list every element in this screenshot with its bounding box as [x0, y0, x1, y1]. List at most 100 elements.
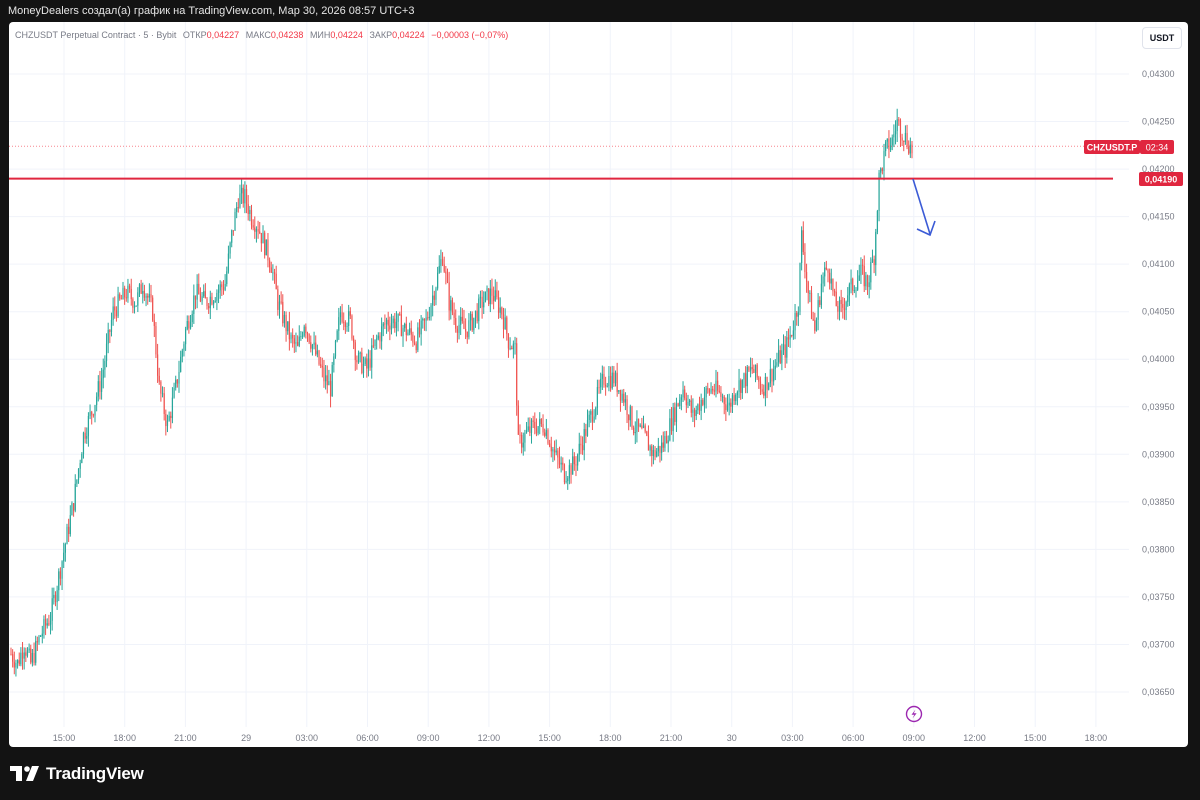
candle [771, 368, 773, 393]
candle [484, 291, 486, 303]
candle [242, 184, 244, 208]
candle [766, 376, 768, 399]
candle [234, 208, 236, 231]
candle [239, 184, 241, 209]
candle [873, 255, 875, 274]
tradingview-logo[interactable]: TradingView [10, 764, 144, 784]
candle [357, 350, 360, 364]
candle [629, 404, 631, 427]
candle [567, 475, 569, 490]
candle [534, 412, 536, 435]
candle [112, 297, 114, 326]
candle [646, 430, 648, 437]
candle [476, 303, 478, 324]
candle [595, 406, 597, 420]
candle [896, 108, 898, 142]
candle [875, 228, 877, 276]
lightning-alert-icon[interactable] [905, 705, 923, 723]
candle [21, 641, 24, 670]
candle [227, 245, 230, 274]
candle [87, 412, 90, 447]
level-price-tag[interactable]: 0,04190 [1139, 172, 1183, 186]
candle [690, 395, 692, 418]
candle [697, 403, 699, 415]
candle [465, 318, 467, 340]
candle [259, 221, 261, 235]
time-tick-label: 06:00 [356, 733, 379, 743]
symbol-description[interactable]: CHZUSDT Perpetual Contract · 5 · Bybit [15, 30, 177, 40]
chart-panel[interactable]: 0,04300 0,04250 0,04200 0,04150 0,04100 0,040… [9, 22, 1188, 747]
symbol-price-tag[interactable]: CHZUSDT.P 02:34 [1084, 140, 1174, 154]
candle [432, 285, 434, 317]
candle [773, 360, 775, 386]
candle [311, 343, 314, 356]
candle [637, 418, 640, 432]
candle [611, 365, 613, 390]
candle [315, 335, 317, 357]
candle [186, 315, 188, 331]
high-value: 0,04238 [270, 30, 304, 40]
candle [471, 311, 473, 332]
candle [308, 333, 310, 345]
candle [422, 317, 424, 329]
candle [161, 386, 164, 398]
candle [173, 382, 175, 399]
candle [334, 339, 337, 359]
candle [738, 368, 740, 399]
level-label: 0,04190 [1145, 175, 1178, 185]
candle [753, 364, 755, 374]
change-value: −0,00003 (−0,07%) [431, 30, 509, 40]
candle [107, 322, 109, 354]
candle [427, 311, 429, 321]
candle [13, 651, 15, 675]
candle [590, 409, 592, 423]
candle [670, 407, 673, 435]
candle [547, 428, 549, 445]
candle [420, 315, 422, 346]
currency-button[interactable]: USDT [1142, 27, 1182, 49]
candle [479, 290, 482, 309]
candle [102, 358, 104, 389]
price-tick-label: 0,04250 [1142, 117, 1175, 127]
candle [659, 445, 661, 463]
candle [562, 457, 564, 471]
candle [385, 317, 388, 334]
candle [791, 334, 793, 338]
candle [458, 315, 460, 340]
candle [493, 286, 495, 310]
header-text: MoneyDealers создал(а) график на Trading… [8, 5, 415, 17]
candle [733, 387, 735, 406]
time-tick-label: 06:00 [842, 733, 865, 743]
candle [815, 317, 818, 332]
candle [348, 304, 350, 332]
candle [585, 423, 587, 444]
candle [743, 372, 745, 388]
candle [156, 343, 159, 383]
price-chart[interactable]: 0,04300 0,04250 0,04200 0,04150 0,04100 0,040… [9, 22, 1188, 747]
down-arrow-annotation[interactable] [912, 178, 936, 237]
candle [441, 252, 444, 267]
candle [456, 325, 458, 343]
candle [507, 333, 510, 358]
candle [184, 326, 187, 351]
candle [28, 643, 30, 654]
time-tick-label: 15:00 [1024, 733, 1047, 743]
candle [898, 117, 900, 126]
candle [369, 350, 371, 371]
candle [241, 178, 243, 205]
candle [392, 315, 394, 329]
candle [463, 309, 465, 330]
price-tick-label: 0,03650 [1142, 687, 1175, 697]
candle [404, 322, 406, 332]
candle [522, 432, 524, 456]
candle [305, 323, 307, 339]
candle [664, 431, 666, 452]
time-tick-label: 18:00 [1085, 733, 1108, 743]
candle [394, 313, 396, 333]
candle [511, 345, 513, 350]
candle [769, 358, 771, 388]
candle [425, 309, 427, 332]
time-tick-label: 12:00 [478, 733, 501, 743]
candle [825, 260, 827, 271]
price-tick-label: 0,04100 [1142, 259, 1175, 269]
